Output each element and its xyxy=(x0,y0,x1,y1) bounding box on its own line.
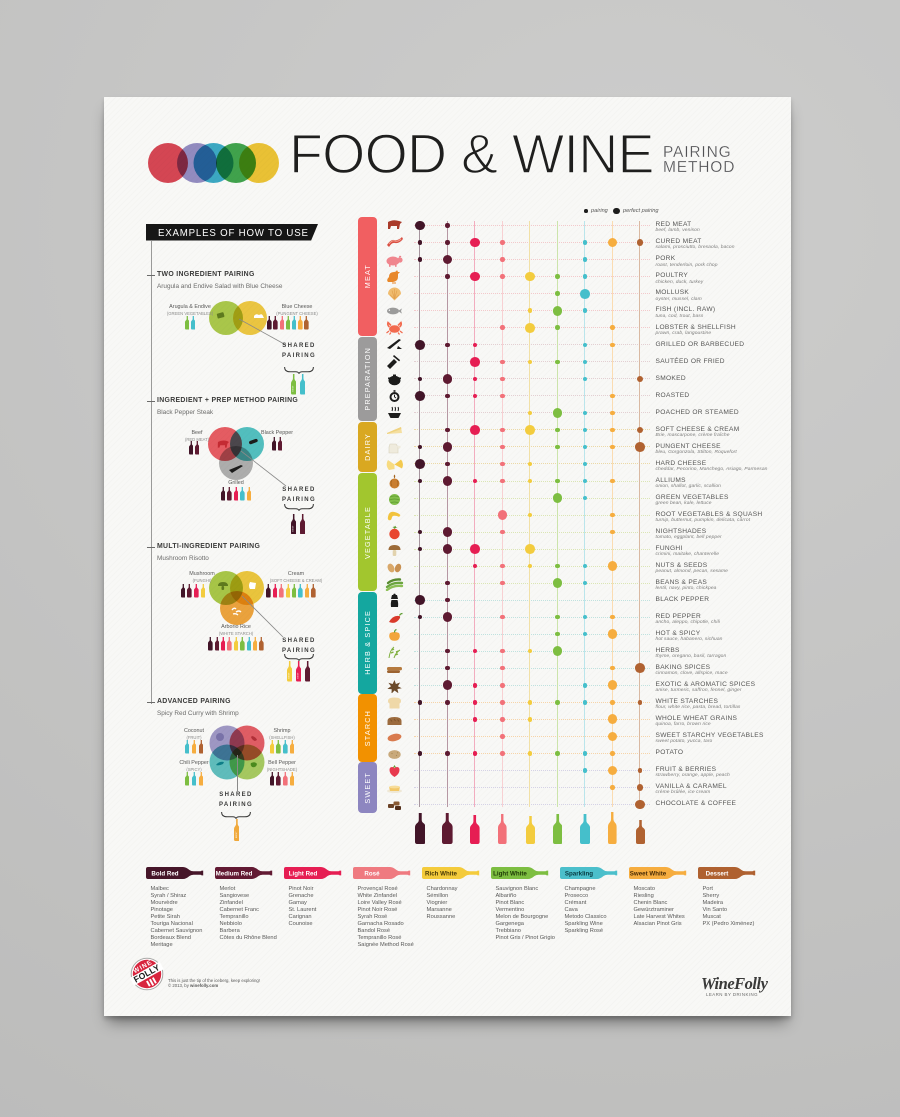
svg-text:Rich White: Rich White xyxy=(425,871,458,878)
svg-text:BEST: BEST xyxy=(289,672,291,679)
svg-text:Bold Red: Bold Red xyxy=(151,871,178,878)
svg-text:BEST: BEST xyxy=(298,672,300,679)
svg-text:Dessert: Dessert xyxy=(706,871,729,878)
svg-text:Sparkling: Sparkling xyxy=(565,871,593,878)
svg-text:BEST: BEST xyxy=(293,524,295,531)
svg-text:Rosé: Rosé xyxy=(364,871,380,878)
svg-text:BEST: BEST xyxy=(293,385,295,392)
svg-text:Light White: Light White xyxy=(493,871,527,878)
svg-text:Medium Red: Medium Red xyxy=(216,871,253,878)
svg-text:BEST: BEST xyxy=(236,830,238,838)
svg-text:Sweet White: Sweet White xyxy=(630,871,667,878)
svg-text:Light Red: Light Red xyxy=(289,871,318,878)
